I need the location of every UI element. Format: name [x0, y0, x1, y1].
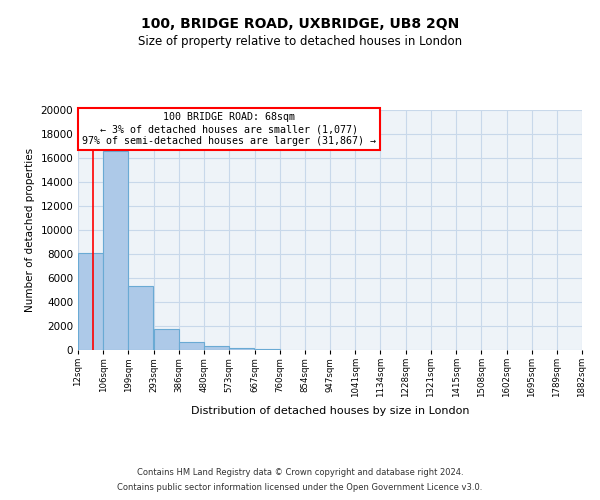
Text: 100 BRIDGE ROAD: 68sqm
← 3% of detached houses are smaller (1,077)
97% of semi-d: 100 BRIDGE ROAD: 68sqm ← 3% of detached … — [82, 112, 376, 146]
Bar — [179, 342, 204, 350]
Bar — [204, 346, 229, 350]
Bar — [254, 349, 280, 350]
Bar — [128, 286, 154, 350]
Y-axis label: Number of detached properties: Number of detached properties — [25, 148, 35, 312]
Bar — [103, 151, 128, 350]
X-axis label: Distribution of detached houses by size in London: Distribution of detached houses by size … — [191, 406, 469, 415]
Bar — [78, 253, 103, 350]
Text: Size of property relative to detached houses in London: Size of property relative to detached ho… — [138, 35, 462, 48]
Text: Contains HM Land Registry data © Crown copyright and database right 2024.: Contains HM Land Registry data © Crown c… — [137, 468, 463, 477]
Text: Contains public sector information licensed under the Open Government Licence v3: Contains public sector information licen… — [118, 483, 482, 492]
Bar — [154, 329, 179, 350]
Bar — [229, 348, 254, 350]
Text: 100, BRIDGE ROAD, UXBRIDGE, UB8 2QN: 100, BRIDGE ROAD, UXBRIDGE, UB8 2QN — [141, 18, 459, 32]
